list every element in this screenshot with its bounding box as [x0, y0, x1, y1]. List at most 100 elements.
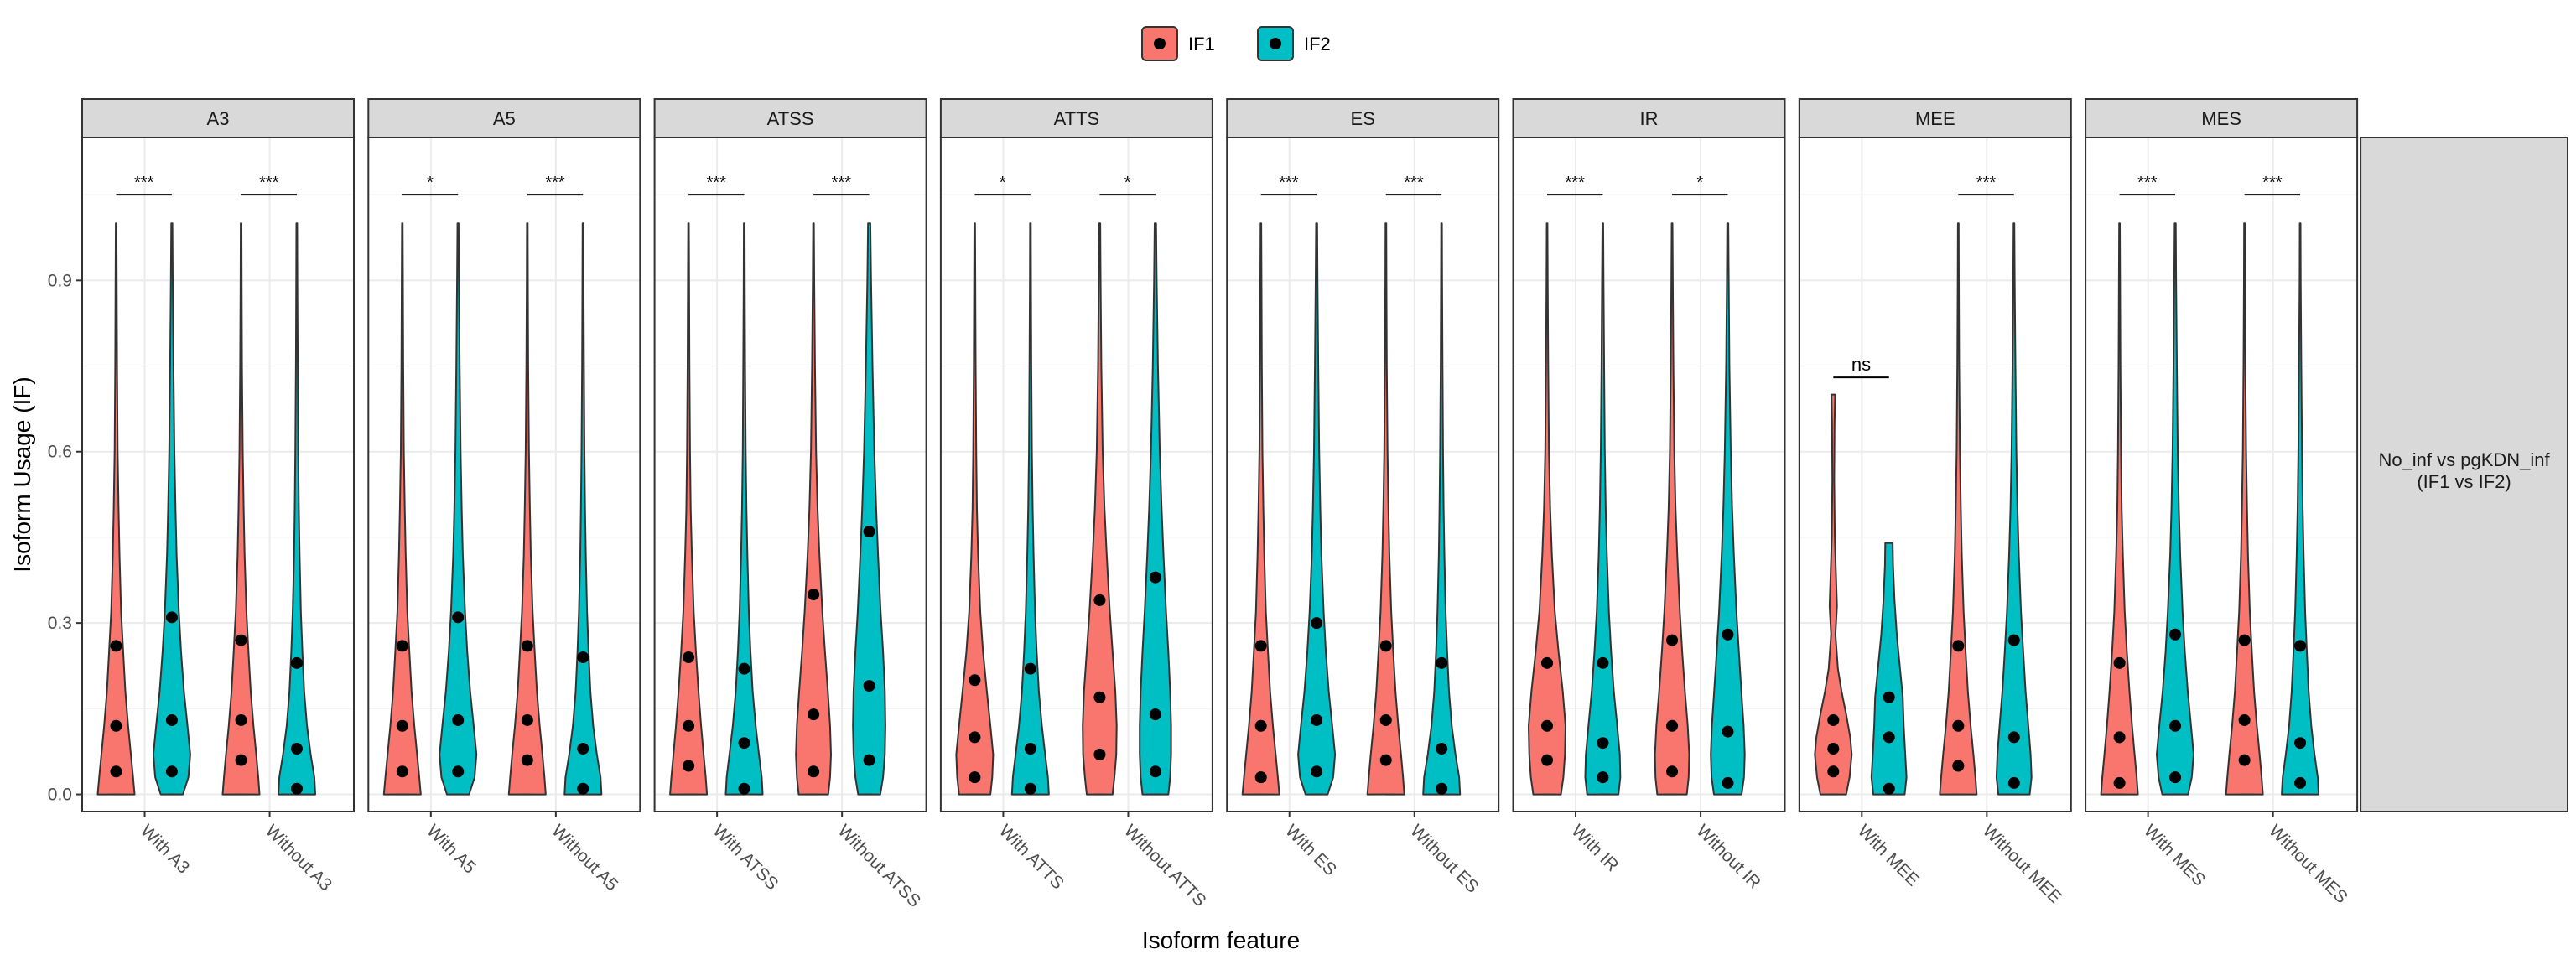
facet-strip-atts	[939, 98, 1213, 138]
legend-key-dot	[1154, 38, 1166, 49]
panel-border	[1512, 137, 1786, 812]
quantile-point	[290, 656, 303, 669]
violin-if2	[852, 222, 886, 796]
y-tick-label: 0.6	[48, 443, 72, 462]
x-axis-title: Isoform feature	[1142, 927, 1300, 953]
facet-strip-right-label: No_inf vs pgKDN_inf	[2378, 449, 2550, 470]
quantile-point	[1597, 656, 1609, 669]
quantile-point	[452, 765, 465, 778]
significance-label: ***	[2137, 174, 2158, 192]
quantile-point	[1541, 754, 1553, 766]
significance-label: ***	[707, 174, 727, 192]
facet-strip-label: MES	[2201, 108, 2241, 129]
significance-label: ***	[1279, 174, 1299, 192]
facet-strip-mee	[1798, 98, 2072, 138]
violin-if1	[221, 222, 261, 796]
quantile-point	[1722, 725, 1734, 738]
quantile-point	[1436, 656, 1448, 669]
quantile-point	[2169, 719, 2182, 732]
quantile-point	[1254, 771, 1267, 784]
quantile-point	[808, 765, 820, 778]
quantile-point	[1952, 640, 1965, 652]
quantile-point	[1024, 743, 1036, 755]
panel-border	[81, 137, 355, 812]
quantile-point	[1883, 691, 1895, 703]
facet-strip-label: ES	[1351, 108, 1375, 129]
quantile-point	[2007, 731, 2020, 744]
significance-label: ***	[134, 174, 154, 192]
quantile-point	[2113, 731, 2126, 744]
quantile-point	[165, 713, 178, 726]
facet-strip-atss	[653, 98, 927, 138]
quantile-point	[110, 640, 122, 652]
panel-border	[939, 137, 1213, 812]
x-tick-label: Without IR	[1693, 821, 1765, 893]
quantile-point	[1722, 776, 1734, 789]
facet-strip-a5	[367, 98, 641, 138]
violin-if1	[1654, 222, 1690, 796]
quantile-point	[1597, 737, 1609, 750]
quantile-point	[110, 765, 122, 778]
quantile-point	[396, 719, 408, 732]
quantile-point	[235, 634, 247, 646]
violin-if2	[1422, 222, 1462, 796]
quantile-point	[1379, 640, 1392, 652]
significance-label: ***	[1976, 174, 1997, 192]
significance-label: ***	[1404, 174, 1424, 192]
quantile-point	[683, 719, 695, 732]
quantile-point	[1436, 743, 1448, 755]
y-axis-title: Isoform Usage (IF)	[9, 376, 35, 572]
quantile-point	[683, 651, 695, 664]
quantile-point	[110, 719, 122, 732]
quantile-point	[2238, 713, 2251, 726]
significance-label: *	[1124, 174, 1131, 192]
quantile-point	[577, 743, 589, 755]
quantile-point	[1666, 634, 1679, 646]
facet-strip-right	[2360, 137, 2569, 812]
panel-background	[1227, 137, 1499, 812]
violin-if2	[278, 222, 316, 796]
quantile-point	[1311, 765, 1323, 778]
quantile-point	[969, 731, 981, 744]
violin-if1	[1528, 222, 1566, 796]
quantile-point	[235, 713, 247, 726]
quantile-point	[290, 782, 303, 795]
panel-border	[1226, 137, 1500, 812]
violin-if2	[2156, 222, 2194, 796]
quantile-point	[738, 662, 750, 675]
quantile-point	[1379, 754, 1392, 766]
violin-if1	[1241, 222, 1280, 796]
violin-if1	[382, 222, 422, 796]
facet-strip-label: MEE	[1915, 108, 1955, 129]
panel-border	[1798, 137, 2072, 812]
quantile-point	[1436, 782, 1448, 795]
quantile-point	[2007, 634, 2020, 646]
x-tick-label: Without ATTS	[1120, 821, 1210, 910]
x-tick-label: Without ATSS	[834, 821, 925, 911]
facet-strip-label: ATTS	[1054, 108, 1100, 129]
quantile-point	[2169, 628, 2182, 641]
significance-label: ***	[259, 174, 279, 192]
quantile-point	[1093, 594, 1106, 606]
x-tick-label: Without MES	[2265, 821, 2351, 907]
quantile-point	[1827, 713, 1840, 726]
quantile-point	[452, 713, 465, 726]
quantile-point	[396, 765, 408, 778]
x-tick-label: Without A5	[548, 821, 621, 895]
quantile-point	[1722, 628, 1734, 641]
quantile-point	[2113, 776, 2126, 789]
violin-if2	[1710, 222, 1746, 796]
violin-if2	[1010, 222, 1050, 796]
significance-label: ***	[2262, 174, 2283, 192]
quantile-point	[165, 765, 178, 778]
quantile-point	[521, 754, 533, 766]
quantile-point	[1883, 731, 1895, 744]
legend-label-if1: IF1	[1188, 34, 1215, 54]
quantile-point	[396, 640, 408, 652]
facet-strip-mes	[2085, 98, 2359, 138]
quantile-point	[2238, 754, 2251, 766]
quantile-point	[235, 754, 247, 766]
quantile-point	[863, 680, 875, 692]
violin-if2	[1995, 222, 2033, 796]
quantile-point	[1541, 719, 1553, 732]
